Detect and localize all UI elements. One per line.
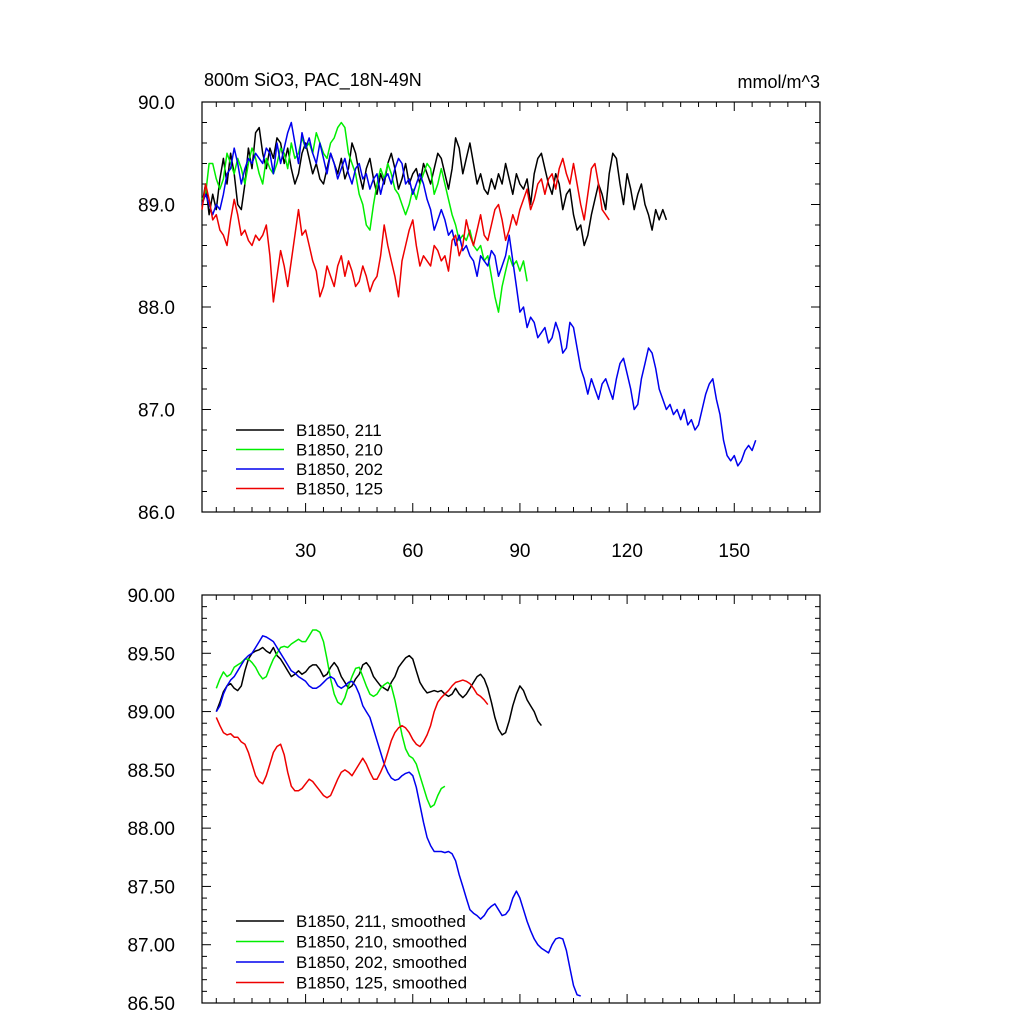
series-line-1 (201, 121, 528, 313)
legend-label: B1850, 125 (296, 480, 383, 499)
legend-label: B1850, 211 (296, 421, 382, 440)
x-tick-label: 30 (295, 541, 316, 562)
series-line-2 (201, 121, 757, 467)
series-line-0 (215, 646, 542, 736)
legend-label: B1850, 210, smoothed (296, 933, 467, 952)
x-tick-label: 120 (611, 541, 643, 562)
y-tick-label: 88.0 (138, 298, 175, 319)
series-line-3 (201, 157, 610, 303)
chart-units: mmol/m^3 (738, 72, 820, 92)
legend-label: B1850, 210 (296, 441, 383, 460)
y-tick-label: 89.50 (127, 644, 175, 665)
y-tick-label: 88.50 (127, 761, 175, 782)
series-line-0 (201, 126, 668, 247)
series-line-1 (215, 629, 446, 808)
chart-title: 800m SiO3, PAC_18N-49N (204, 70, 422, 91)
y-tick-label: 90.0 (138, 93, 175, 114)
series-line-3 (215, 679, 489, 799)
x-tick-label: 60 (402, 541, 423, 562)
y-tick-label: 89.00 (127, 703, 175, 724)
bottom-panel-smoothed: 86.50 87.00 87.50 88.00 88.50 89.00 89.50 90.00… (127, 586, 821, 1015)
y-tick-label: 90.00 (127, 586, 175, 607)
y-tick-label: 87.0 (138, 401, 175, 422)
y-tick-label: 88.00 (127, 819, 175, 840)
y-tick-label: 89.0 (138, 196, 175, 217)
x-tick-label: 150 (718, 541, 750, 562)
y-tick-label: 86.50 (127, 994, 175, 1015)
legend-label: B1850, 202 (296, 460, 383, 479)
legend-label: B1850, 202, smoothed (296, 953, 467, 972)
y-tick-label: 87.50 (127, 877, 175, 898)
series-line-2 (215, 635, 581, 997)
y-tick-label: 87.00 (127, 936, 175, 957)
top-panel-raw: 30 60 90 120 150 86.0 87.0 88.0 89.0 90.0 B1850, 2… (138, 93, 821, 562)
x-tick-label: 90 (509, 541, 530, 562)
plot-frame (201, 594, 821, 1004)
y-tick-label: 86.0 (138, 503, 175, 524)
plot-frame (201, 101, 821, 513)
legend-label: B1850, 125, smoothed (296, 974, 467, 993)
legend-label: B1850, 211, smoothed (296, 912, 466, 931)
